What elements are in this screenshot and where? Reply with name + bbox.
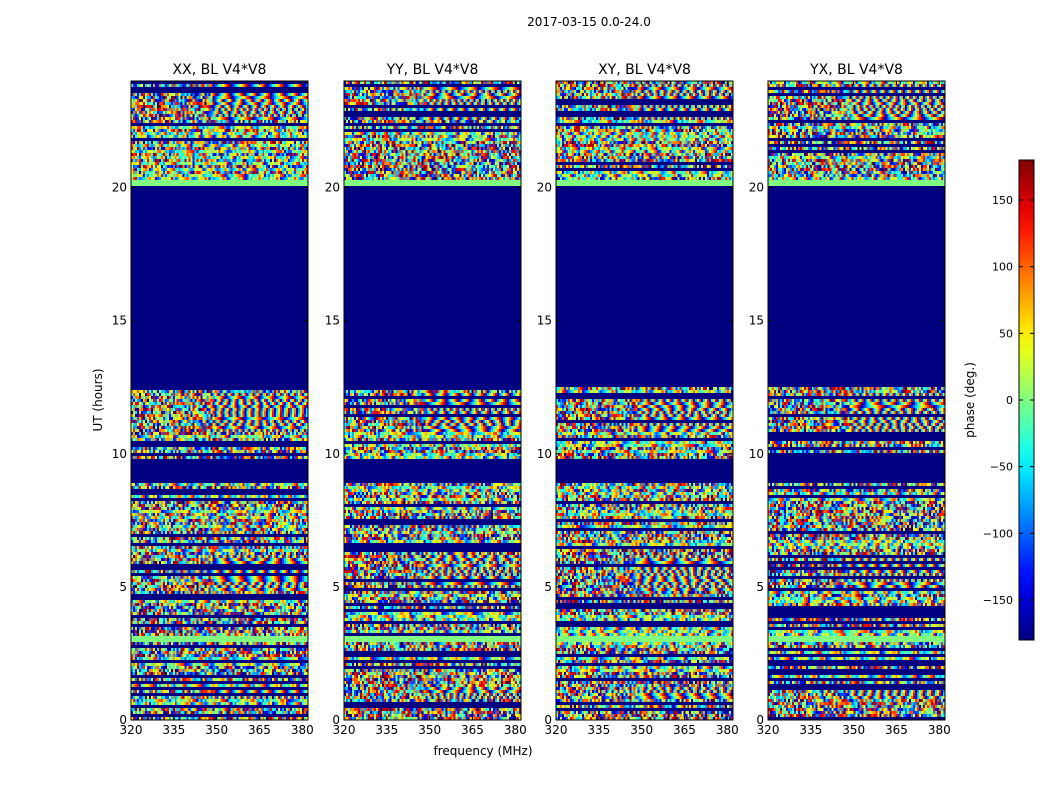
y-tick-label: 20 bbox=[112, 181, 127, 195]
y-tick-label: 20 bbox=[749, 181, 764, 195]
y-tick-label: 15 bbox=[749, 314, 764, 328]
x-tick-label: 320 bbox=[545, 723, 568, 737]
x-tick-label: 365 bbox=[248, 723, 271, 737]
colorbar-tick-label: −100 bbox=[983, 527, 1013, 540]
y-tick-label: 10 bbox=[112, 447, 127, 461]
x-tick-label: 335 bbox=[799, 723, 822, 737]
panel-yx: YX, BL V4*V8 320 335 350 365 380 0 5 10 15 20 bbox=[749, 62, 951, 737]
y-tick-label: 0 bbox=[119, 713, 127, 727]
colorbar-tick-label: 0 bbox=[1006, 394, 1013, 407]
panel-frame bbox=[767, 80, 946, 721]
y-tick-label: 15 bbox=[325, 314, 340, 328]
panel-title: YX, BL V4*V8 bbox=[809, 62, 903, 78]
x-tick-label: 380 bbox=[504, 723, 527, 737]
y-tick-label: 20 bbox=[325, 181, 340, 195]
x-tick-label: 350 bbox=[842, 723, 865, 737]
colorbar: −150 −100 −50 0 50 100 150 bbox=[983, 159, 1035, 641]
y-tick-label: 5 bbox=[332, 580, 340, 594]
panel-frame bbox=[130, 80, 309, 721]
heatmap-image bbox=[344, 81, 521, 720]
colorbar-tick-label: −150 bbox=[983, 594, 1013, 607]
x-tick-label: 350 bbox=[205, 723, 228, 737]
x-tick-label: 380 bbox=[716, 723, 739, 737]
x-tick-label: 320 bbox=[757, 723, 780, 737]
y-tick-label: 5 bbox=[544, 580, 552, 594]
x-tick-label: 320 bbox=[333, 723, 356, 737]
panel-title: XX, BL V4*V8 bbox=[173, 62, 267, 78]
heatmap-image bbox=[131, 81, 308, 720]
panel-xx: XX, BL V4*V8 320 335 350 365 380 0 5 10 15 20 bbox=[112, 62, 314, 737]
y-tick-label: 0 bbox=[332, 713, 340, 727]
x-tick-label: 335 bbox=[162, 723, 185, 737]
x-tick-label: 320 bbox=[120, 723, 143, 737]
y-tick-label: 20 bbox=[537, 181, 552, 195]
y-tick-label: 15 bbox=[537, 314, 552, 328]
y-tick-label: 15 bbox=[112, 314, 127, 328]
y-tick-label: 10 bbox=[325, 447, 340, 461]
x-tick-label: 365 bbox=[673, 723, 696, 737]
x-axis-label: frequency (MHz) bbox=[433, 744, 532, 758]
x-tick-label: 350 bbox=[418, 723, 441, 737]
x-tick-label: 380 bbox=[928, 723, 951, 737]
x-tick-label: 365 bbox=[885, 723, 908, 737]
panel-frame bbox=[343, 80, 522, 721]
x-tick-label: 350 bbox=[630, 723, 653, 737]
heatmap-image bbox=[768, 81, 945, 720]
colorbar-tick-label: 150 bbox=[992, 194, 1013, 207]
colorbar-tick-label: 100 bbox=[992, 261, 1013, 274]
colorbar-label: phase (deg.) bbox=[963, 362, 977, 438]
panel-title: YY, BL V4*V8 bbox=[386, 62, 479, 78]
y-tick-label: 0 bbox=[544, 713, 552, 727]
y-tick-label: 10 bbox=[749, 447, 764, 461]
panel-yy: YY, BL V4*V8 320 335 350 365 380 0 5 10 15 20 bbox=[325, 62, 527, 737]
x-tick-label: 335 bbox=[587, 723, 610, 737]
y-tick-label: 10 bbox=[537, 447, 552, 461]
panel-frame bbox=[555, 80, 734, 721]
y-tick-label: 0 bbox=[756, 713, 764, 727]
x-tick-label: 335 bbox=[375, 723, 398, 737]
x-tick-label: 365 bbox=[461, 723, 484, 737]
x-tick-label: 380 bbox=[291, 723, 314, 737]
figure-suptitle: 2017-03-15 0.0-24.0 bbox=[527, 15, 651, 29]
heatmap-image bbox=[556, 81, 733, 720]
y-tick-label: 5 bbox=[756, 580, 764, 594]
colorbar-tick-label: −50 bbox=[990, 461, 1013, 474]
panel-title: XY, BL V4*V8 bbox=[598, 62, 691, 78]
panel-xy: XY, BL V4*V8 320 335 350 365 380 0 5 10 15 20 bbox=[537, 62, 739, 737]
y-tick-label: 5 bbox=[119, 580, 127, 594]
colorbar-tick-label: 50 bbox=[999, 327, 1013, 340]
y-axis-label: UT (hours) bbox=[91, 368, 105, 431]
